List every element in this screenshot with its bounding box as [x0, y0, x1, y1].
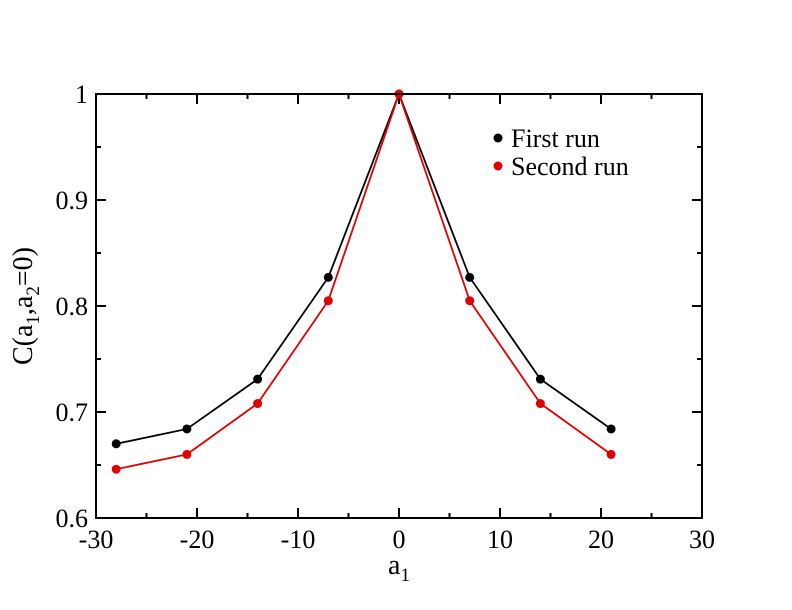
series-layer: [111, 89, 616, 474]
data-point: [606, 424, 616, 434]
legend-marker-second-run: [493, 161, 503, 171]
data-point: [323, 296, 333, 306]
y-tick-labels: 0.6 0.7 0.8 0.9 1: [56, 80, 89, 533]
y-axis-label: C(a1,a2=0): [8, 247, 44, 365]
data-point: [111, 464, 121, 474]
y-tick-label: 0.8: [56, 292, 89, 321]
data-point: [465, 272, 475, 282]
x-tick-label: -20: [180, 525, 215, 554]
y-axis-label-pre: C(a: [8, 324, 39, 365]
data-point: [535, 374, 545, 384]
x-axis-label: a1: [388, 550, 410, 586]
data-point: [182, 424, 192, 434]
y-axis-label-mid: ,a: [8, 295, 39, 315]
data-point: [253, 374, 263, 384]
data-point: [182, 449, 192, 459]
legend-marker-first-run: [493, 133, 503, 143]
data-point: [323, 272, 333, 282]
data-point: [253, 399, 263, 409]
x-axis-label-sub: 1: [400, 565, 410, 586]
y-axis-label-sub1: 1: [23, 315, 44, 325]
x-tick-label: -10: [281, 525, 316, 554]
series-second-run: [111, 89, 616, 474]
y-tick-label: 0.9: [56, 186, 89, 215]
legend: First run Second run: [493, 124, 629, 181]
plot-frame: [95, 93, 703, 519]
x-tick-label: -30: [79, 525, 114, 554]
y-tick-label: 0.6: [56, 504, 89, 533]
x-tick-label: 0: [393, 525, 406, 554]
x-tick-labels: -30 -20 -10 0 10 20 30: [79, 525, 715, 554]
y-axis-label-sub2: 2: [23, 286, 44, 296]
x-tick-label: 20: [588, 525, 614, 554]
x-tick-label: 10: [487, 525, 513, 554]
data-point: [111, 439, 121, 449]
y-axis-label-post: =0): [8, 247, 39, 286]
data-point: [465, 296, 475, 306]
legend-label-first-run: First run: [511, 124, 600, 153]
legend-label-second-run: Second run: [511, 152, 629, 181]
data-point: [606, 449, 616, 459]
x-axis-label-main: a: [388, 550, 401, 581]
y-tick-label: 1: [75, 80, 88, 109]
series-line: [116, 91, 612, 471]
data-point: [535, 399, 545, 409]
y-tick-label: 0.7: [56, 398, 89, 427]
x-tick-label: 30: [689, 525, 715, 554]
series-line: [116, 91, 612, 445]
